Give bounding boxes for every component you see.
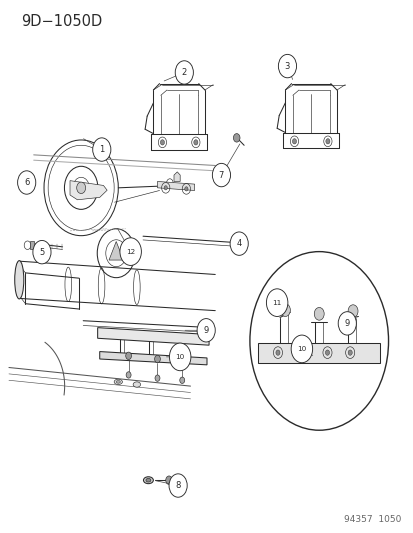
- Circle shape: [179, 358, 185, 365]
- Circle shape: [266, 289, 287, 317]
- Text: 4: 4: [236, 239, 241, 248]
- Text: 9D−1050D: 9D−1050D: [21, 14, 102, 29]
- Circle shape: [347, 305, 357, 318]
- Ellipse shape: [143, 477, 153, 483]
- Text: 7: 7: [218, 171, 223, 180]
- Circle shape: [76, 182, 85, 193]
- Circle shape: [154, 356, 160, 363]
- Circle shape: [298, 350, 302, 356]
- Circle shape: [18, 171, 36, 194]
- Polygon shape: [109, 241, 123, 260]
- Circle shape: [347, 350, 351, 356]
- Circle shape: [337, 312, 356, 335]
- Circle shape: [325, 350, 329, 356]
- Circle shape: [164, 185, 167, 190]
- Polygon shape: [97, 328, 209, 345]
- Circle shape: [126, 372, 131, 378]
- Ellipse shape: [15, 261, 24, 299]
- Ellipse shape: [133, 382, 140, 387]
- Text: 8: 8: [175, 481, 180, 490]
- Circle shape: [154, 375, 159, 381]
- Circle shape: [179, 377, 184, 383]
- Circle shape: [313, 308, 323, 320]
- Circle shape: [230, 232, 248, 255]
- Circle shape: [290, 335, 312, 363]
- Text: 9: 9: [344, 319, 349, 328]
- Circle shape: [278, 54, 296, 78]
- Text: 3: 3: [284, 62, 290, 70]
- Text: 10: 10: [175, 354, 184, 360]
- Circle shape: [212, 164, 230, 187]
- Text: 6: 6: [24, 178, 29, 187]
- Polygon shape: [100, 352, 206, 365]
- Circle shape: [193, 140, 197, 145]
- Circle shape: [232, 239, 240, 250]
- Circle shape: [33, 240, 51, 264]
- Circle shape: [233, 134, 240, 142]
- Polygon shape: [157, 181, 194, 190]
- Text: 12: 12: [126, 248, 135, 255]
- Circle shape: [325, 139, 329, 144]
- Polygon shape: [29, 241, 33, 249]
- Ellipse shape: [114, 379, 122, 384]
- Circle shape: [165, 476, 172, 484]
- Polygon shape: [70, 181, 107, 200]
- Text: 5: 5: [39, 248, 45, 257]
- Text: 9: 9: [203, 326, 208, 335]
- Circle shape: [292, 139, 296, 144]
- Text: 94357  1050: 94357 1050: [343, 515, 400, 524]
- Ellipse shape: [116, 381, 120, 383]
- Circle shape: [126, 352, 131, 360]
- Text: 11: 11: [272, 300, 281, 305]
- Circle shape: [175, 61, 193, 84]
- Polygon shape: [22, 176, 31, 189]
- Text: 1: 1: [99, 145, 104, 154]
- Circle shape: [169, 474, 187, 497]
- Ellipse shape: [145, 478, 150, 482]
- Polygon shape: [258, 343, 379, 364]
- Text: 10: 10: [297, 346, 306, 352]
- Circle shape: [184, 187, 188, 191]
- Circle shape: [275, 350, 279, 356]
- Circle shape: [169, 343, 190, 370]
- Circle shape: [93, 138, 111, 161]
- Circle shape: [197, 319, 215, 342]
- Circle shape: [160, 140, 164, 145]
- Circle shape: [280, 304, 290, 317]
- Circle shape: [120, 238, 141, 265]
- Text: 2: 2: [181, 68, 187, 77]
- Polygon shape: [173, 172, 180, 181]
